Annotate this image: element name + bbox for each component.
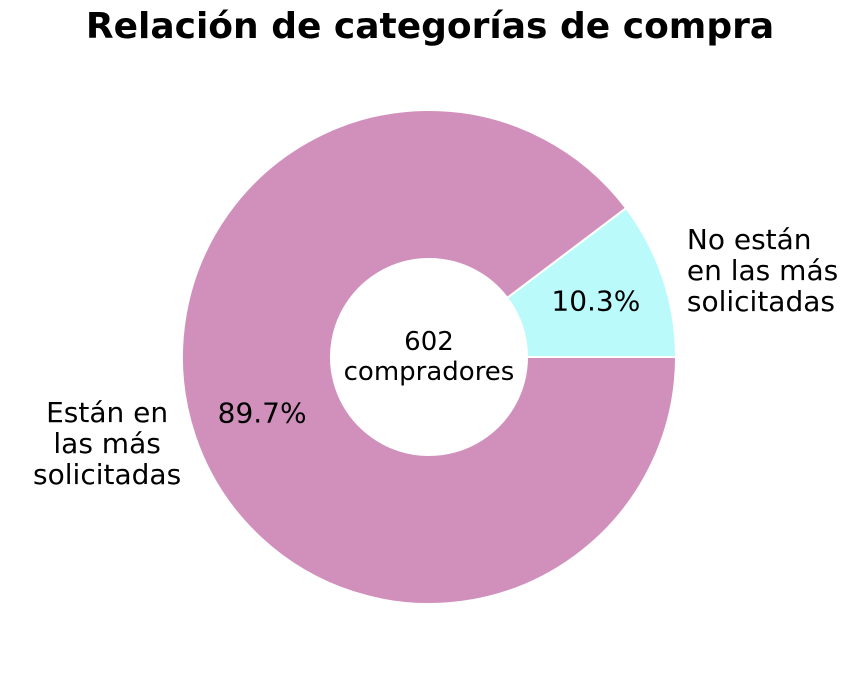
pie-slice-estan-en-las-mas-solicitadas (181, 109, 677, 605)
percent-label-no-estan-en-las-mas-solicitadas: 10.3% (551, 285, 640, 318)
chart-title: Relación de categorías de compra (85, 6, 775, 47)
category-label-estan-en-las-mas-solicitadas: Están en las más solicitadas (33, 396, 181, 491)
center-label: 602 compradores (344, 327, 515, 387)
percent-label-estan-en-las-mas-solicitadas: 89.7% (218, 396, 307, 429)
pie-slice-no-estan-en-las-mas-solicitadas (506, 207, 677, 358)
category-label-no-estan-en-las-mas-solicitadas: No están en las más solicitadas (687, 223, 838, 318)
